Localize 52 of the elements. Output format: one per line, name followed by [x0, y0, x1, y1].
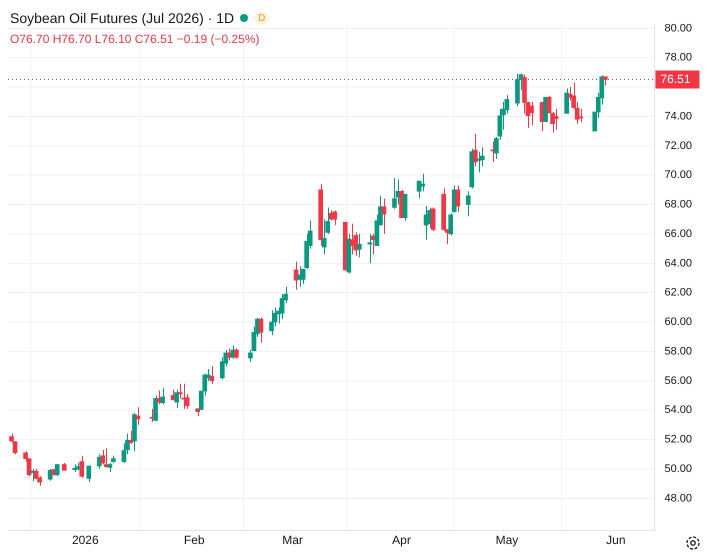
candlestick: [529, 101, 534, 126]
candlestick: [564, 88, 569, 114]
y-tick-label: 66.00: [664, 228, 692, 240]
y-tick-label: 50.00: [664, 462, 692, 475]
candlestick: [153, 394, 158, 422]
candlestick: [86, 465, 92, 483]
candlestick: [100, 449, 106, 466]
text: O76.70 H76.70 L76.10 C76.51 −0.19 (−0.25%): [10, 32, 260, 46]
y-tick-label: 54.00: [664, 404, 692, 416]
candlestick: [448, 212, 454, 236]
y-tick-label: 68.00: [664, 198, 692, 211]
x-tick-label: May: [496, 533, 518, 548]
chart-title: Soybean Oil Futures (Jul 2026) · 1D: [10, 10, 234, 26]
candlestick: [420, 173, 425, 192]
candlestick: [136, 406, 140, 426]
text: D: [254, 12, 270, 24]
x-tick-label: 2026: [72, 533, 99, 548]
x-tick-label: Mar: [282, 533, 303, 548]
candlestick: [160, 388, 165, 405]
candlestick: [269, 310, 274, 336]
candlestick: [332, 210, 338, 226]
y-tick-label: 52.00: [664, 434, 692, 446]
candlestick: [382, 198, 386, 234]
y-tick-label: 62.00: [664, 286, 692, 299]
ref-line-label: 76.51: [660, 72, 691, 86]
y-tick-label: 64.00: [664, 257, 692, 270]
candlestick: [554, 108, 558, 130]
y-tick-label: 80.00: [664, 22, 692, 34]
candlestick: [209, 366, 214, 384]
y-tick-label: 72.00: [664, 140, 692, 152]
candlestick: [472, 134, 478, 167]
y-tick-label: 70.00: [664, 169, 692, 182]
candlestick: [476, 151, 482, 173]
candlestick: [234, 348, 239, 360]
candlestick: [322, 218, 327, 255]
y-tick-label: 78.00: [664, 52, 692, 64]
candlestick: [392, 178, 397, 210]
x-tick-label: Apr: [392, 533, 411, 548]
candlestick: [455, 184, 460, 212]
candlestick: [128, 430, 134, 444]
candlestick: [258, 317, 264, 344]
x-tick-label: Jun: [606, 533, 626, 548]
candlestick: [357, 233, 362, 258]
y-tick-label: 58.00: [664, 345, 692, 358]
y-tick-label: 56.00: [664, 374, 692, 387]
candlestick: [430, 206, 436, 232]
candlestick: [466, 190, 471, 217]
candlestick: [368, 233, 372, 264]
y-tick-label: 48.00: [664, 492, 692, 504]
y-tick-label: 74.00: [664, 110, 692, 122]
x-tick-label: Feb: [184, 533, 205, 548]
y-tick-label: 60.00: [664, 316, 692, 328]
